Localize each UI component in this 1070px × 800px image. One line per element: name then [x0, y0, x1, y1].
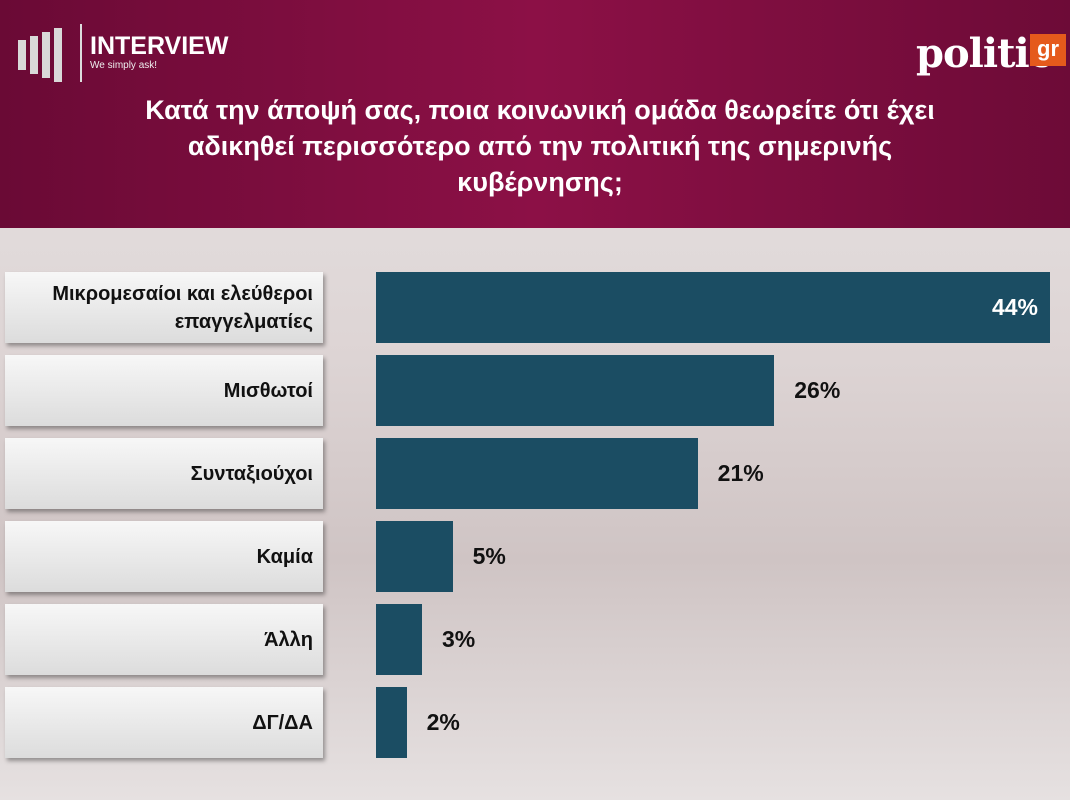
category-label: Μισθωτοί	[5, 355, 323, 426]
logo-bar	[30, 36, 38, 74]
category-label: Καμία	[5, 521, 323, 592]
value-label: 26%	[794, 377, 841, 403]
value-label: 44%	[991, 294, 1038, 320]
bar	[376, 604, 422, 675]
category-label: ΔΓ/ΔΑ	[5, 687, 323, 758]
logo-bar	[18, 40, 26, 70]
value-label: 21%	[717, 460, 764, 486]
category-label: Άλλη	[5, 604, 323, 675]
header-band: INTERVIEW We simply ask! politic gr Κατά…	[0, 0, 1070, 228]
value-label: 2%	[426, 709, 460, 735]
logo-bar	[42, 32, 50, 78]
bar	[376, 521, 453, 592]
tagline: We simply ask!	[90, 60, 158, 71]
brand: INTERVIEW	[90, 32, 229, 60]
bar	[376, 438, 698, 509]
bar	[376, 355, 775, 426]
chart-title: Κατά την άποψή σας, ποια κοινωνική ομάδα…	[145, 95, 935, 197]
publisher-suffix: gr	[1030, 34, 1066, 66]
logo-separator	[80, 24, 82, 82]
logo-bar	[54, 28, 62, 82]
category-label: Συνταξιούχοι	[5, 438, 323, 509]
value-label: 5%	[472, 543, 506, 569]
value-label: 3%	[441, 626, 476, 652]
bar	[376, 687, 407, 758]
bar	[376, 272, 1050, 343]
category-label: Μικρομεσαίοι και ελεύθεροι επαγγελματίες	[5, 272, 323, 343]
